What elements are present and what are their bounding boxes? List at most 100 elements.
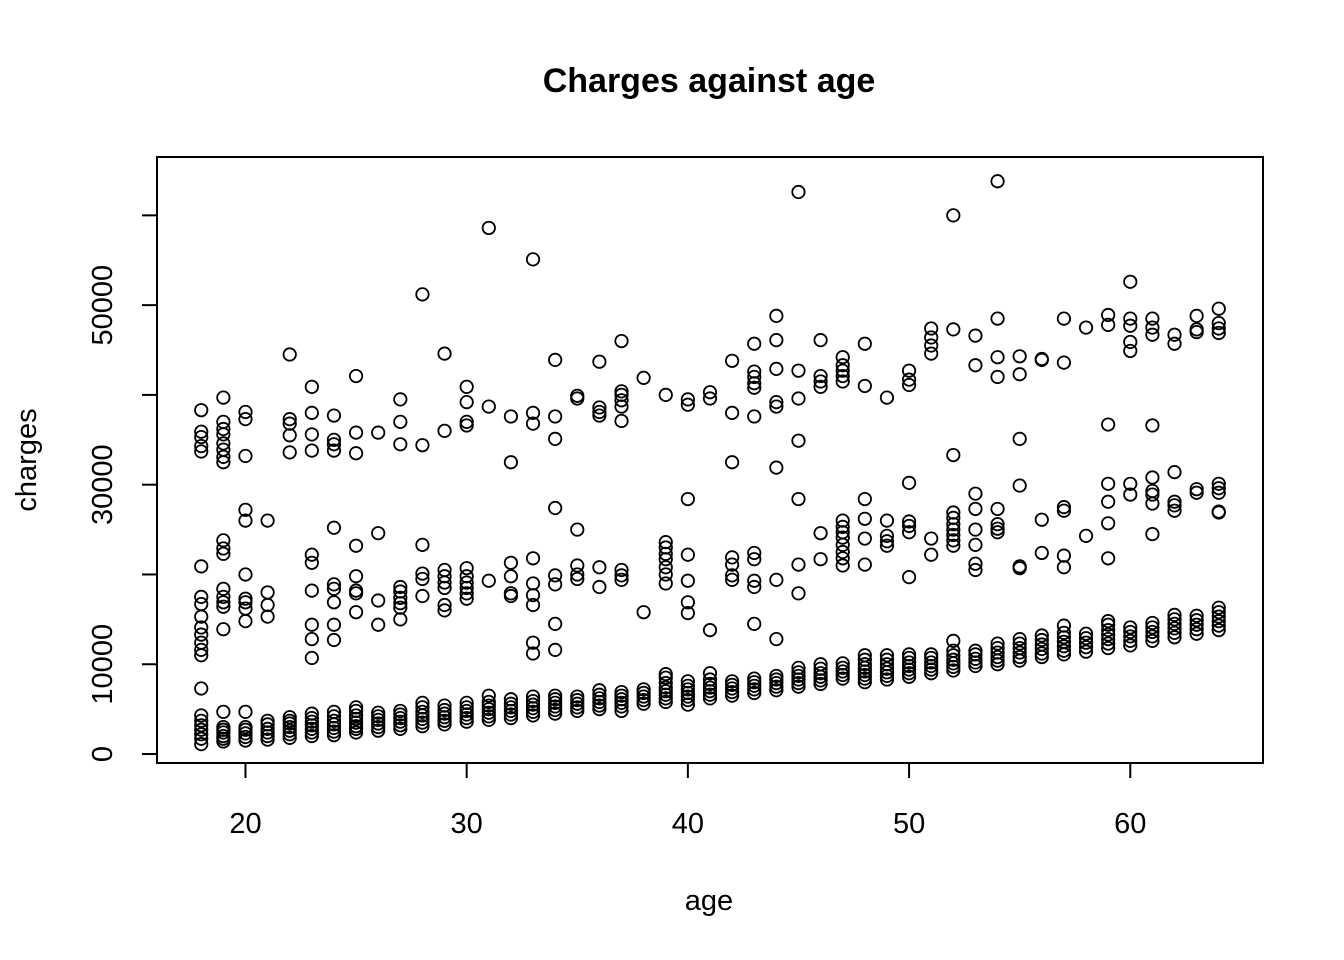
data-point: [194, 727, 209, 742]
data-point: [1167, 612, 1182, 627]
data-point: [835, 358, 850, 373]
data-point: [946, 505, 961, 520]
data-point: [1167, 465, 1182, 480]
data-point: [680, 595, 695, 610]
data-point: [194, 737, 209, 752]
data-point: [1012, 349, 1027, 364]
data-point: [348, 569, 364, 584]
data-point: [990, 369, 1005, 385]
data-point: [548, 409, 563, 424]
data-point: [1056, 311, 1072, 326]
data-point: [393, 707, 408, 722]
data-point: [216, 589, 231, 605]
data-point: [194, 642, 209, 657]
data-point: [636, 605, 651, 620]
data-point: [570, 567, 585, 582]
data-point: [813, 676, 828, 692]
data-point: [813, 379, 828, 394]
data-point: [901, 650, 917, 666]
data-point: [835, 350, 850, 365]
data-point: [1012, 645, 1027, 660]
data-point: [481, 399, 496, 414]
data-point: [304, 405, 319, 420]
data-point: [813, 657, 828, 672]
data-point: [1012, 640, 1027, 656]
data-point: [1056, 560, 1072, 575]
x-tick-label: 40: [672, 808, 704, 840]
data-point: [879, 528, 895, 543]
data-point: [326, 581, 342, 596]
data-point: [216, 546, 231, 561]
data-point: [570, 689, 585, 704]
data-point: [1034, 512, 1049, 527]
data-point: [459, 394, 474, 410]
data-point: [702, 672, 718, 687]
data-point: [393, 590, 408, 605]
data-point: [857, 557, 872, 572]
data-point: [1211, 301, 1226, 316]
data-point: [1101, 627, 1116, 642]
data-point: [1189, 308, 1204, 324]
data-point: [769, 668, 784, 684]
data-point: [260, 585, 275, 600]
data-point: [194, 635, 209, 650]
data-point: [946, 538, 961, 553]
data-point: [592, 408, 607, 423]
data-point: [968, 562, 983, 578]
data-point: [326, 713, 342, 728]
data-point: [304, 547, 319, 562]
data-point: [990, 311, 1005, 326]
data-point: [415, 537, 430, 552]
data-point: [879, 538, 895, 553]
data-point: [304, 632, 319, 647]
data-point: [924, 338, 939, 353]
data-point: [437, 713, 452, 728]
data-point: [614, 562, 629, 578]
data-point: [437, 603, 452, 618]
data-point: [725, 405, 740, 420]
data-point: [1078, 528, 1094, 543]
data-point: [304, 555, 319, 570]
data-point: [415, 700, 430, 715]
data-point: [459, 703, 474, 719]
data-point: [1167, 336, 1182, 351]
data-point: [1078, 640, 1094, 655]
data-point: [990, 640, 1005, 656]
data-point: [791, 660, 806, 675]
data-point: [1078, 644, 1094, 659]
data-point: [769, 399, 784, 414]
data-point: [968, 643, 983, 658]
data-point: [879, 648, 895, 663]
data-point: [194, 722, 209, 737]
data-point: [1145, 311, 1160, 326]
data-point: [481, 688, 496, 703]
data-point: [481, 694, 496, 710]
data-point: [1101, 623, 1116, 638]
data-point: [680, 573, 695, 588]
data-point: [304, 427, 319, 442]
data-point: [879, 661, 895, 676]
data-point: [901, 514, 917, 529]
data-point: [990, 174, 1005, 189]
data-point: [348, 605, 364, 620]
data-point: [1034, 641, 1049, 657]
data-point: [570, 388, 585, 403]
data-point: [194, 559, 209, 574]
data-point: [393, 718, 408, 733]
data-point: [769, 460, 784, 475]
data-point: [747, 336, 762, 351]
data-point: [835, 537, 850, 552]
data-point: [658, 680, 673, 695]
data-point: [680, 392, 695, 407]
data-point: [371, 593, 386, 608]
data-point: [1123, 334, 1138, 350]
data-point: [1145, 327, 1160, 342]
data-point: [1145, 615, 1160, 631]
data-point: [348, 700, 364, 715]
data-point: [747, 682, 762, 697]
data-point: [946, 208, 961, 223]
data-point: [1189, 322, 1204, 337]
data-point: [924, 650, 939, 666]
data-point: [415, 566, 430, 581]
data-point: [437, 562, 452, 578]
